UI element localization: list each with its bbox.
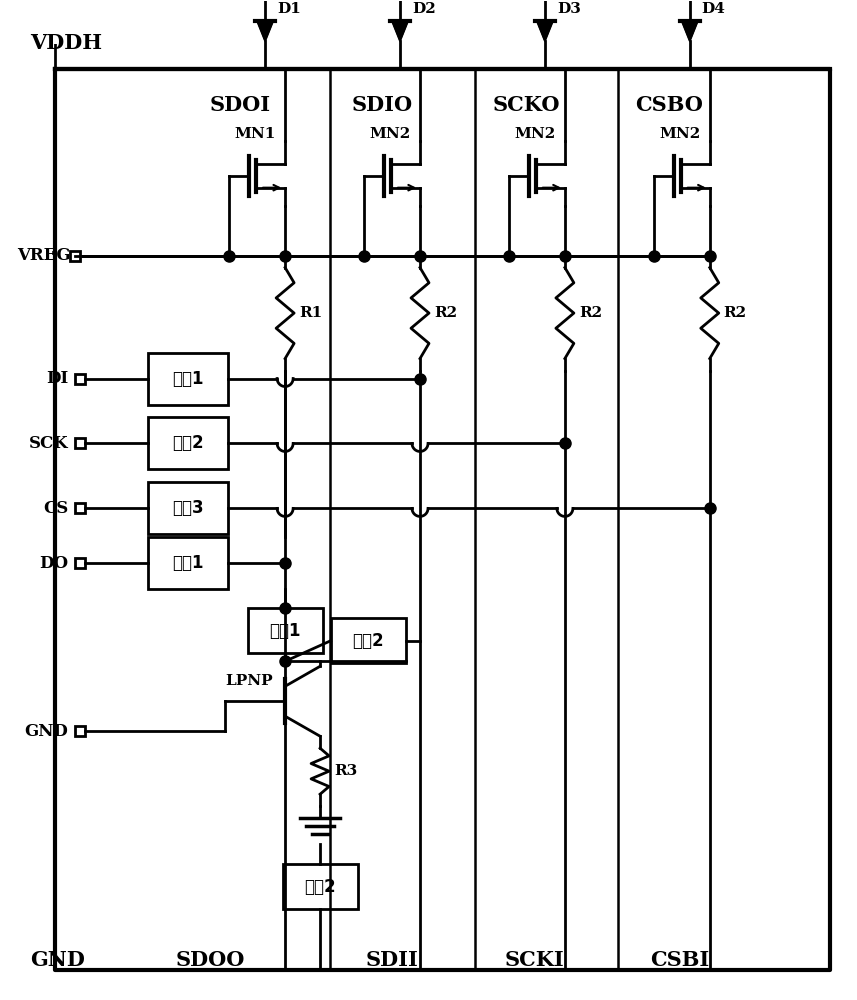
- Text: 逻辑1: 逻辑1: [172, 370, 204, 388]
- Text: R2: R2: [724, 306, 747, 320]
- Text: SDIO: SDIO: [351, 95, 412, 115]
- Text: MN2: MN2: [659, 127, 700, 141]
- Text: MN1: MN1: [235, 127, 276, 141]
- Text: SDOO: SDOO: [176, 950, 245, 970]
- Text: 开关2: 开关2: [304, 878, 336, 896]
- Text: CS: CS: [43, 500, 69, 517]
- Bar: [75, 438, 86, 448]
- Text: D2: D2: [412, 2, 435, 16]
- Text: |: |: [51, 44, 60, 69]
- Bar: [75, 503, 86, 513]
- Text: D3: D3: [557, 2, 581, 16]
- Text: GND: GND: [30, 950, 85, 970]
- Text: 逻辑3: 逻辑3: [172, 499, 204, 517]
- Bar: [331, 618, 405, 663]
- Text: VREG: VREG: [16, 247, 70, 264]
- Text: GND: GND: [25, 723, 69, 740]
- Bar: [283, 864, 357, 909]
- Text: SDII: SDII: [366, 950, 418, 970]
- Text: 驱动2: 驱动2: [352, 632, 384, 650]
- Bar: [148, 417, 228, 469]
- Text: SCKO: SCKO: [492, 95, 560, 115]
- Text: DO: DO: [39, 555, 69, 572]
- Polygon shape: [392, 21, 408, 41]
- Text: SDOI: SDOI: [210, 95, 271, 115]
- Text: SCK: SCK: [28, 435, 69, 452]
- Text: CSBI: CSBI: [650, 950, 710, 970]
- Text: R2: R2: [434, 306, 457, 320]
- Text: D4: D4: [702, 2, 726, 16]
- Polygon shape: [682, 21, 698, 41]
- Text: R2: R2: [578, 306, 602, 320]
- Bar: [70, 251, 81, 261]
- Text: 驱动1: 驱动1: [172, 554, 204, 572]
- Bar: [248, 608, 322, 653]
- Text: DI: DI: [46, 370, 69, 387]
- Text: D1: D1: [277, 2, 301, 16]
- Text: |: |: [51, 944, 60, 969]
- Text: R1: R1: [299, 306, 322, 320]
- Bar: [75, 374, 86, 384]
- Text: VDDH: VDDH: [30, 33, 103, 53]
- Text: 开关1: 开关1: [269, 622, 301, 640]
- Text: SCKI: SCKI: [505, 950, 565, 970]
- Text: R3: R3: [334, 764, 357, 778]
- Bar: [75, 726, 86, 736]
- Text: LPNP: LPNP: [225, 674, 273, 688]
- Polygon shape: [257, 21, 273, 41]
- Bar: [148, 537, 228, 589]
- Text: MN2: MN2: [369, 127, 411, 141]
- Text: CSBO: CSBO: [635, 95, 703, 115]
- Polygon shape: [536, 21, 553, 41]
- Bar: [75, 558, 86, 568]
- Bar: [148, 353, 228, 405]
- Text: 逻辑2: 逻辑2: [172, 434, 204, 452]
- Bar: [148, 482, 228, 534]
- Text: MN2: MN2: [514, 127, 555, 141]
